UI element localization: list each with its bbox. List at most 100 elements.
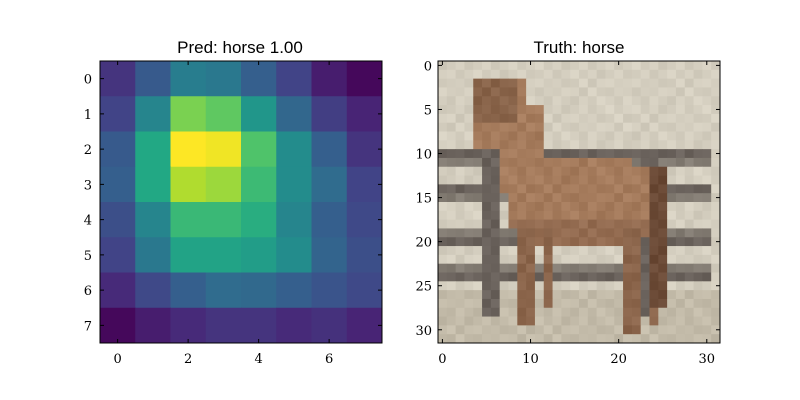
image-pixel [499, 210, 509, 221]
image-pixel [473, 87, 483, 97]
image-pixel [473, 184, 483, 194]
image-pixel [508, 87, 518, 97]
horse-image [438, 61, 720, 343]
heatmap-cell [346, 237, 383, 273]
image-pixel [482, 131, 492, 141]
image-pixel [517, 96, 527, 106]
image-pixel [693, 246, 703, 256]
image-pixel [438, 298, 448, 309]
image-pixel [614, 131, 624, 141]
image-pixel [446, 210, 457, 221]
image-pixel [667, 69, 677, 80]
heatmap-cell [311, 166, 348, 203]
image-pixel [614, 96, 624, 106]
image-pixel [693, 113, 703, 124]
image-pixel [438, 307, 448, 317]
image-pixel [455, 131, 465, 141]
image-pixel [631, 105, 642, 115]
y-tick-label: 2 [84, 143, 92, 158]
image-pixel [640, 122, 650, 132]
image-pixel [605, 131, 615, 141]
image-pixel [570, 69, 580, 80]
heatmap-cell [205, 307, 242, 344]
image-pixel [543, 246, 553, 256]
image-pixel [675, 254, 686, 265]
image-pixel [640, 263, 650, 273]
image-pixel [499, 228, 509, 238]
image-pixel [711, 272, 720, 282]
image-pixel [561, 334, 571, 343]
image-pixel [684, 69, 694, 80]
image-pixel [446, 325, 457, 335]
image-pixel [473, 325, 483, 335]
image-pixel [675, 87, 686, 97]
image-pixel [482, 193, 492, 203]
image-pixel [614, 149, 624, 159]
image-pixel [605, 263, 615, 273]
image-pixel [508, 175, 518, 185]
image-pixel [561, 87, 571, 97]
x-tick-label: 4 [254, 352, 262, 367]
image-pixel [473, 254, 483, 265]
image-pixel [675, 307, 686, 317]
image-pixel [684, 307, 694, 317]
image-pixel [438, 140, 448, 150]
image-pixel [596, 263, 606, 273]
image-pixel [587, 184, 598, 194]
image-pixel [534, 219, 545, 229]
image-pixel [640, 316, 650, 326]
image-pixel [684, 237, 694, 247]
image-pixel [499, 193, 509, 203]
image-pixel [534, 122, 545, 132]
image-pixel [631, 237, 642, 247]
image-pixel [561, 219, 571, 229]
image-pixel [623, 113, 633, 124]
image-pixel [649, 122, 659, 132]
image-pixel [675, 113, 686, 124]
image-pixel [508, 149, 518, 159]
image-pixel [579, 175, 589, 185]
image-pixel [640, 202, 650, 212]
image-pixel [667, 219, 677, 229]
image-pixel [455, 237, 465, 247]
image-pixel [446, 140, 457, 150]
image-pixel [693, 307, 703, 317]
image-pixel [605, 334, 615, 343]
image-pixel [543, 316, 553, 326]
image-pixel [526, 140, 536, 150]
y-tick-label: 0 [84, 73, 92, 88]
image-pixel [534, 131, 545, 141]
image-pixel [605, 78, 615, 88]
image-pixel [543, 184, 553, 194]
image-pixel [693, 334, 703, 343]
heatmap-cell [311, 61, 348, 97]
image-pixel [587, 96, 598, 106]
image-pixel [658, 131, 668, 141]
image-pixel [684, 87, 694, 97]
image-pixel [561, 105, 571, 115]
image-pixel [552, 219, 562, 229]
image-pixel [473, 175, 483, 185]
y-tick-label: 10 [415, 148, 432, 163]
image-pixel [579, 325, 589, 335]
image-pixel [711, 149, 720, 159]
image-pixel [570, 149, 580, 159]
image-pixel [649, 113, 659, 124]
image-pixel [631, 298, 642, 309]
image-pixel [508, 131, 518, 141]
image-pixel [658, 334, 668, 343]
image-pixel [596, 298, 606, 309]
image-pixel [482, 237, 492, 247]
image-pixel [596, 254, 606, 265]
image-pixel [561, 184, 571, 194]
image-pixel [499, 122, 509, 132]
image-pixel [702, 131, 712, 141]
image-pixel [631, 193, 642, 203]
image-pixel [526, 157, 536, 168]
image-pixel [587, 219, 598, 229]
image-pixel [455, 69, 465, 80]
image-pixel [570, 263, 580, 273]
image-pixel [623, 140, 633, 150]
image-pixel [438, 96, 448, 106]
image-pixel [675, 334, 686, 343]
